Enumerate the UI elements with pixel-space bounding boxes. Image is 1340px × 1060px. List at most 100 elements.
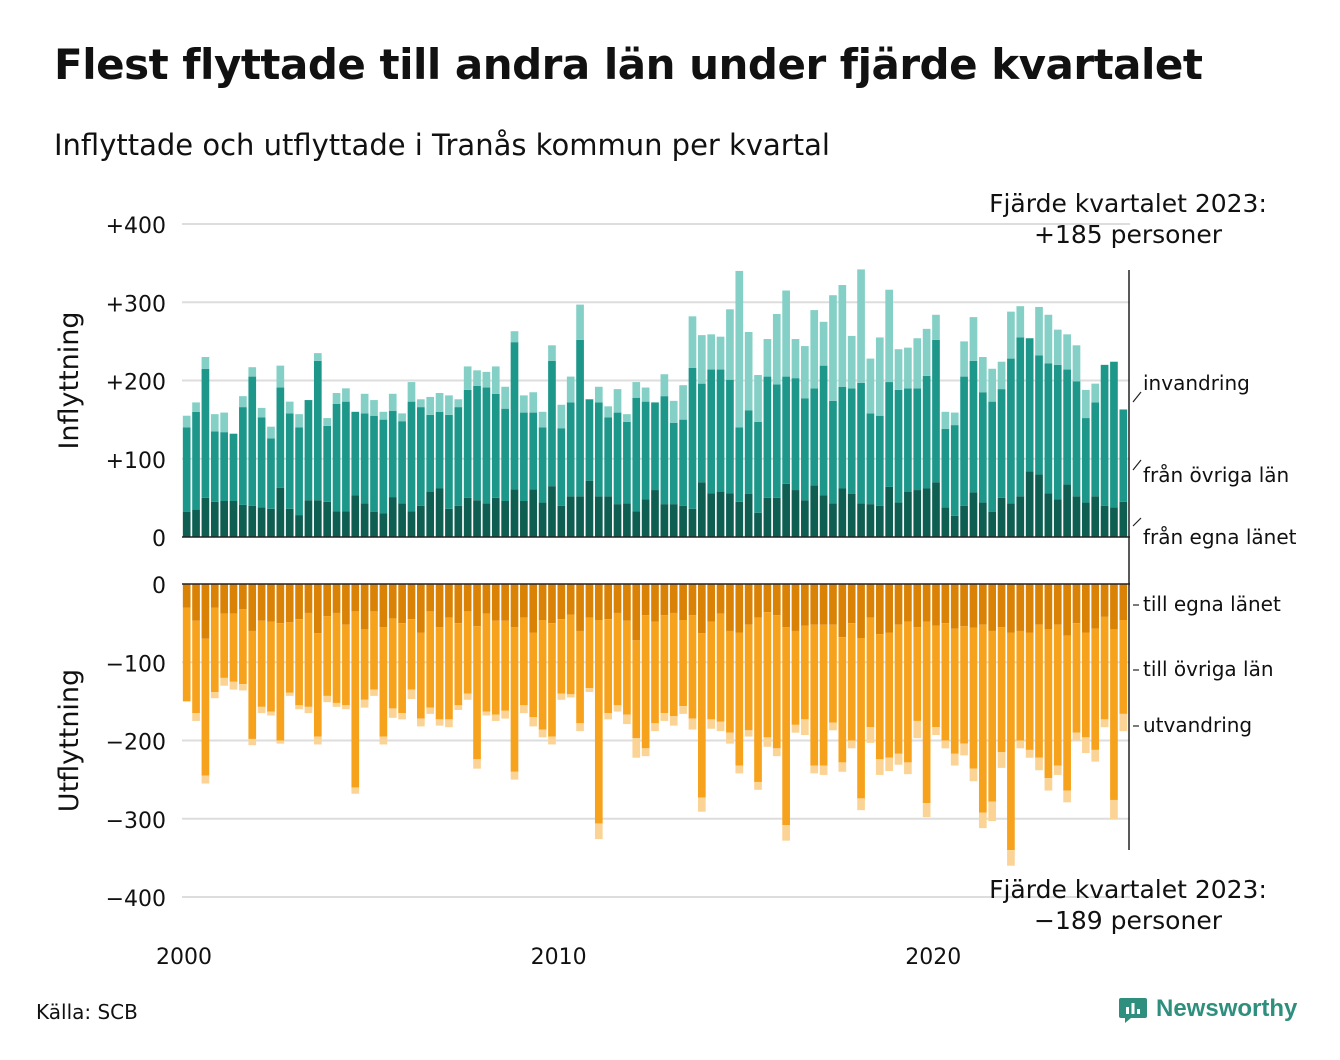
bar-segment-invandring — [894, 349, 903, 390]
bar-segment-från-egna-länet — [548, 486, 556, 537]
bar-segment-till-egna-länet — [688, 584, 697, 616]
bar-segment-invandring — [960, 341, 968, 377]
bar-segment-till-egna-länet — [829, 584, 837, 625]
y-axis-label: Utflyttning — [54, 669, 85, 812]
bar-segment-invandring — [417, 399, 425, 408]
bar-segment-invandring — [838, 285, 847, 387]
bar-segment-till-egna-länet — [520, 584, 528, 618]
bar-segment-till-övriga-län — [857, 637, 865, 799]
bar-segment-utvandring — [435, 719, 444, 726]
bar-segment-invandring — [576, 304, 584, 340]
bar-segment-utvandring — [285, 692, 294, 696]
bar-segment-från-egna-länet — [838, 488, 847, 537]
bar-segment-till-egna-länet — [1072, 584, 1081, 624]
bar-segment-till-egna-länet — [576, 584, 584, 631]
bar-segment-från-egna-länet — [407, 511, 416, 537]
bar-segment-från-egna-länet — [220, 501, 228, 537]
bar-segment-från-egna-länet — [370, 511, 378, 537]
bar-segment-till-övriga-län — [604, 619, 613, 714]
y-tick-label: −100 — [106, 652, 166, 677]
bar-segment-från-övriga-län — [267, 438, 275, 509]
bar-segment-till-övriga-län — [548, 623, 556, 737]
bar-segment-från-övriga-län — [1082, 418, 1090, 503]
bar-segment-från-egna-länet — [285, 508, 294, 537]
bar-segment-från-övriga-län — [763, 376, 772, 498]
bar-segment-till-egna-länet — [875, 584, 884, 635]
bar-segment-till-övriga-län — [810, 624, 819, 766]
annotation-utflyttning-line1: Fjärde kvartalet 2023: — [989, 875, 1267, 904]
bar-segment-invandring — [875, 337, 884, 416]
bar-segment-till-övriga-län — [445, 617, 453, 720]
legend-label: från egna länet — [1143, 525, 1297, 549]
legend-label: utvandring — [1143, 713, 1252, 737]
bar-segment-från-övriga-län — [988, 401, 997, 512]
bar-segment-från-egna-länet — [819, 495, 828, 537]
bar-segment-från-egna-länet — [313, 500, 322, 537]
bar-segment-från-övriga-län — [707, 369, 716, 494]
bar-segment-till-övriga-län — [594, 620, 603, 824]
bar-segment-invandring — [791, 339, 800, 379]
y-tick-label: 0 — [152, 527, 166, 552]
bar-segment-från-övriga-län — [641, 401, 650, 500]
bar-segment-från-egna-länet — [295, 515, 303, 537]
bar-segment-från-övriga-län — [660, 396, 669, 505]
bar-segment-till-övriga-län — [716, 613, 725, 722]
legend-leader — [1132, 517, 1142, 527]
bar-segment-från-övriga-län — [323, 425, 332, 502]
bar-segment-till-övriga-län — [1091, 628, 1100, 750]
bar-segment-från-egna-länet — [501, 501, 509, 537]
annotation-layer: Fjärde kvartalet 2023:+185 personerFjärd… — [989, 189, 1267, 935]
bar-segment-utvandring — [754, 781, 762, 790]
bar-segment-från-övriga-län — [576, 339, 584, 497]
bar-segment-invandring — [641, 387, 650, 402]
bar-segment-från-övriga-län — [510, 342, 519, 490]
bar-segment-till-övriga-län — [894, 624, 903, 754]
bar-segment-utvandring — [913, 720, 922, 739]
bar-segment-till-övriga-län — [407, 619, 416, 690]
bar-segment-invandring — [660, 374, 669, 397]
bar-segment-från-egna-länet — [332, 511, 341, 537]
source-note: Källa: SCB — [36, 1000, 138, 1024]
bar-segment-invandring — [501, 386, 509, 409]
bar-segment-från-egna-länet — [566, 496, 575, 537]
bar-segment-från-övriga-län — [1110, 361, 1118, 508]
bar-segment-utvandring — [669, 716, 678, 726]
bar-segment-från-övriga-län — [557, 428, 566, 506]
bar-segment-från-egna-länet — [1072, 496, 1081, 537]
bar-segment-till-övriga-län — [454, 623, 463, 706]
bar-segment-från-övriga-län — [913, 388, 922, 491]
y-tick-label: +400 — [106, 214, 166, 239]
bar-segment-till-egna-länet — [229, 584, 238, 614]
bar-segment-till-övriga-län — [932, 625, 940, 728]
bar-segment-från-egna-länet — [941, 507, 950, 537]
bar-segment-utvandring — [201, 775, 210, 784]
bar-segment-från-övriga-län — [482, 387, 491, 504]
bar-segment-från-övriga-län — [791, 378, 800, 491]
bar-segment-till-egna-länet — [342, 584, 350, 625]
bar-segment-utvandring — [623, 714, 631, 725]
bar-segment-till-egna-länet — [548, 584, 556, 624]
bar-segment-invandring — [192, 402, 200, 412]
bar-segment-till-egna-länet — [407, 584, 416, 620]
bar-segment-från-övriga-län — [772, 384, 781, 498]
bar-segment-utvandring — [323, 695, 332, 703]
bar-segment-invandring — [885, 289, 893, 383]
bar-segment-från-egna-länet — [978, 502, 987, 537]
bar-segment-utvandring — [857, 798, 865, 811]
bar-segment-till-egna-länet — [304, 584, 313, 613]
bar-segment-utvandring — [782, 825, 790, 841]
bar-segment-från-egna-länet — [417, 505, 425, 537]
bar-segment-från-egna-länet — [801, 500, 809, 537]
bar-segment-utvandring — [613, 705, 622, 712]
bar-segment-från-egna-länet — [482, 503, 491, 537]
bar-segment-utvandring — [772, 748, 781, 757]
legend-label: till övriga län — [1143, 657, 1274, 681]
bar-segment-från-övriga-län — [285, 413, 294, 509]
bar-segment-från-egna-länet — [697, 482, 706, 537]
bar-segment-invandring — [744, 331, 753, 411]
bar-segment-utvandring — [829, 722, 837, 731]
bar-segment-till-egna-länet — [735, 584, 744, 633]
bar-segment-från-övriga-län — [838, 386, 847, 489]
bar-segment-till-övriga-län — [370, 611, 378, 690]
bar-segment-utvandring — [1025, 749, 1034, 758]
